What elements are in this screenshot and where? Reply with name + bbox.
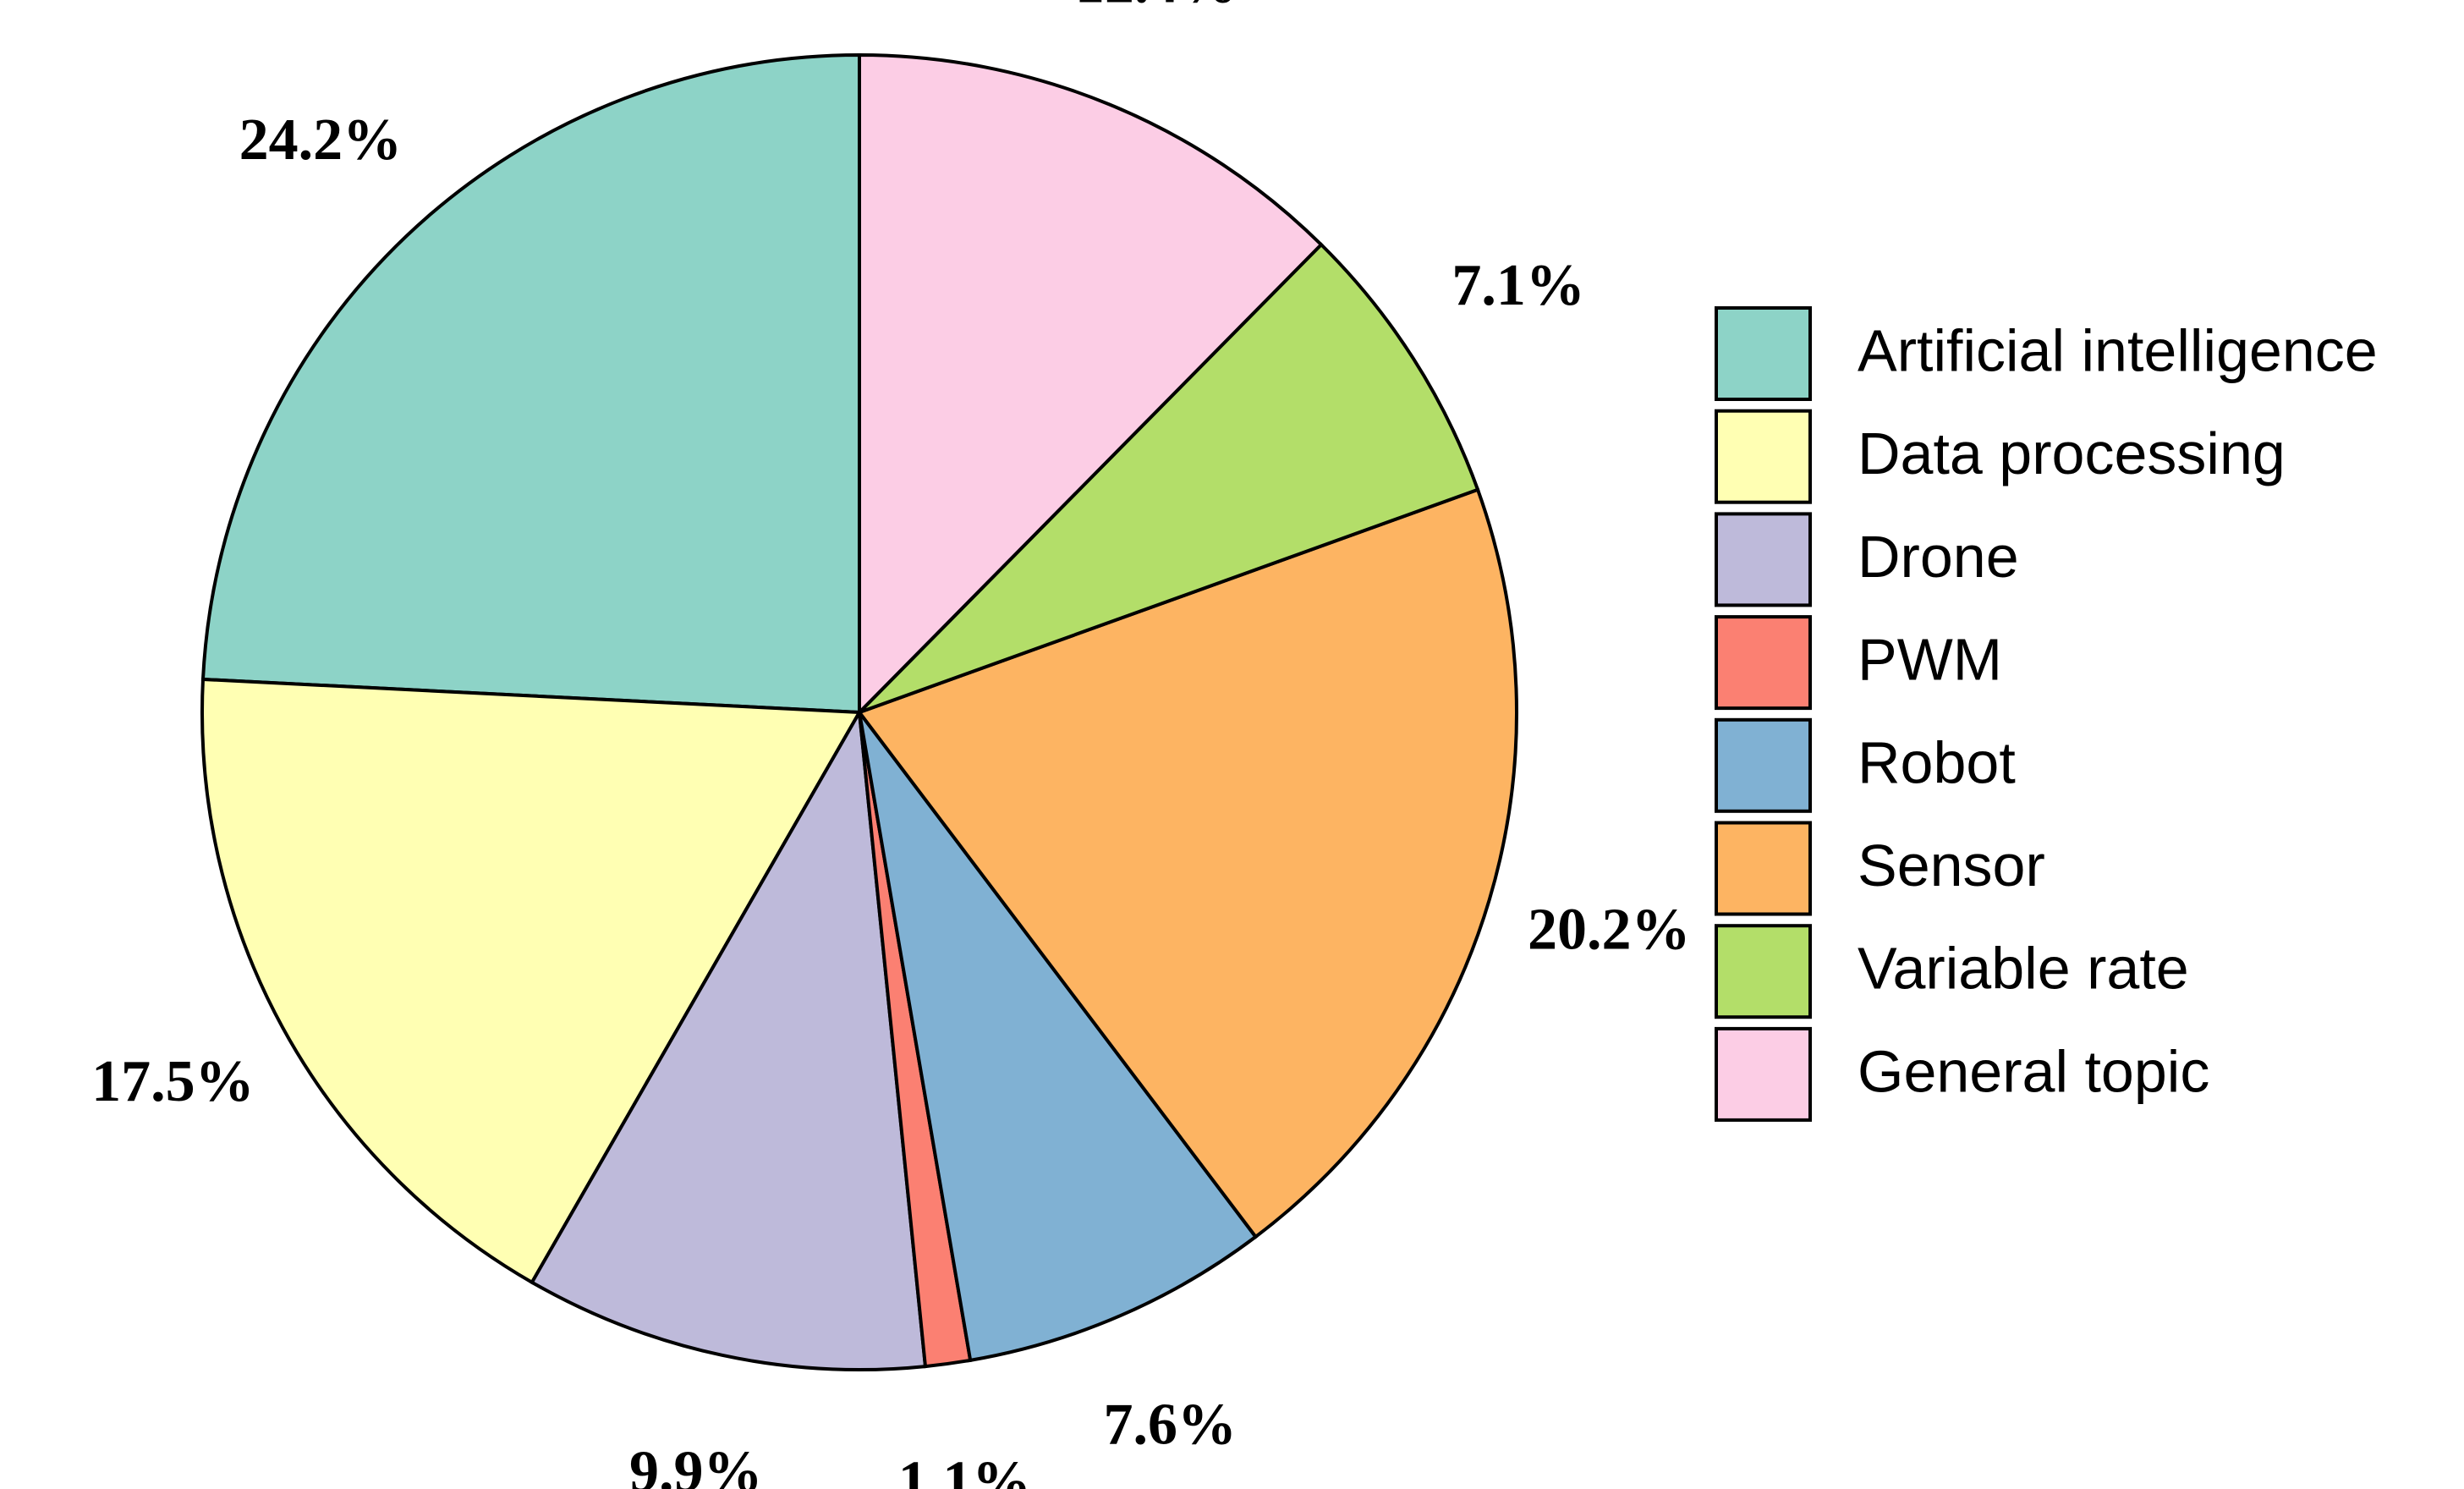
- data-label: 17.5%: [91, 1049, 255, 1114]
- legend-swatch: [1715, 512, 1812, 607]
- legend-swatch: [1715, 306, 1812, 401]
- pie-slice: [856, 487, 1518, 1239]
- data-label: 7.1%: [1452, 253, 1585, 318]
- legend-swatch: [1715, 615, 1812, 711]
- legend-swatch: [1715, 717, 1812, 813]
- data-label: 12.4%: [1075, 0, 1238, 16]
- legend-swatch: [1715, 821, 1812, 916]
- pie-slice: [530, 706, 928, 1371]
- data-label: 24.2%: [239, 107, 403, 173]
- legend-label: PWM: [1858, 627, 2002, 693]
- legend-swatch: [1715, 1026, 1812, 1122]
- data-label: 20.2%: [1528, 898, 1691, 963]
- legend-swatch: [1715, 924, 1812, 1019]
- data-label: 1.1%: [898, 1449, 1032, 1489]
- legend-label: Drone: [1858, 524, 2019, 590]
- pie-slice: [858, 711, 1259, 1363]
- pie-slice: [858, 52, 1324, 717]
- data-label: 9.9%: [629, 1439, 763, 1489]
- pie-slice: [858, 242, 1480, 714]
- legend-label: Sensor: [1858, 832, 2045, 898]
- pie-slice: [200, 52, 861, 715]
- legend-swatch: [1715, 409, 1812, 504]
- pie-slice: [200, 677, 863, 1285]
- legend-label: Data processing: [1858, 420, 2286, 486]
- legend-label: Robot: [1858, 729, 2016, 795]
- legend-label: Variable rate: [1858, 936, 2189, 1002]
- legend-label: Artificial intelligence: [1858, 317, 2378, 383]
- data-label: 7.6%: [1103, 1393, 1237, 1458]
- legend-label: General topic: [1858, 1038, 2209, 1104]
